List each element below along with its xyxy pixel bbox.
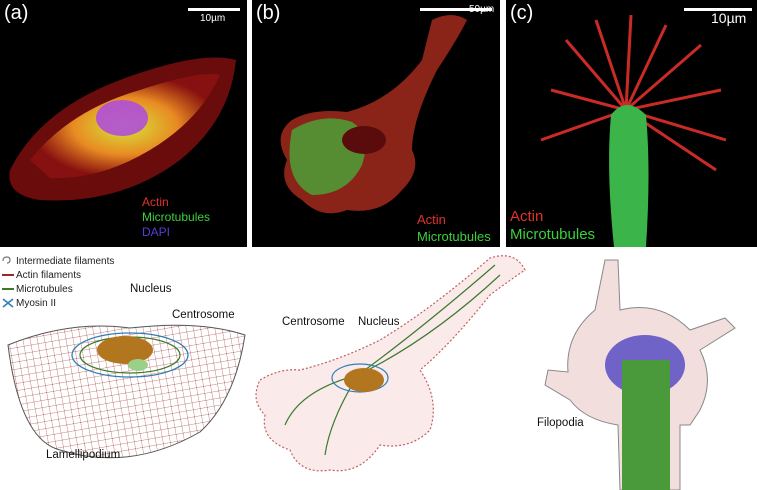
legend-item-myosin: Myosin II — [0, 296, 114, 310]
label-lamellipodium: Lamellipodium — [46, 449, 121, 461]
diagram-b — [255, 255, 526, 472]
panel-c-label-actin: Actin — [510, 208, 544, 225]
panel-c-letter: (c) — [510, 2, 534, 24]
panel-c-scale-text: 10µm — [711, 10, 747, 26]
panel-c-cell-image — [540, 14, 727, 247]
legend-label: Microtubules — [16, 283, 73, 295]
label-nucleus-a: Nucleus — [130, 283, 172, 295]
legend-label: Actin filaments — [16, 269, 82, 281]
label-nucleus-b: Nucleus — [358, 316, 400, 328]
actin-filament-swatch — [2, 274, 14, 276]
legend-label: Myosin II — [16, 297, 57, 309]
panel-a-cell-image — [9, 57, 236, 201]
diagram-c — [544, 259, 736, 490]
panel-c-label-microtubules: Microtubules — [510, 226, 596, 243]
label-centrosome-b: Centrosome — [282, 316, 345, 328]
panel-c-scale-bar — [684, 8, 752, 11]
intermediate-filament-icon — [2, 256, 11, 264]
label-centrosome-a: Centrosome — [172, 309, 235, 321]
panel-a-label-dapi: DAPI — [142, 225, 171, 239]
panel-b-letter: (b) — [256, 2, 281, 24]
panel-b-scale-text: 50µm — [469, 4, 495, 15]
panel-b-label-microtubules: Microtubules — [417, 229, 491, 244]
panel-b-scale-bar — [420, 8, 492, 11]
legend-item-intermediate-filaments: Intermediate filaments — [0, 254, 114, 268]
panel-a-scale-text: 10µm — [200, 13, 226, 24]
panel-a-label-microtubules: Microtubules — [142, 210, 211, 224]
panel-b-cell-image — [280, 15, 467, 214]
panel-a-label-actin: Actin — [142, 195, 169, 209]
micrograph-panel-c: (c) 10µm Actin Microtubules — [506, 0, 757, 247]
micrograph-panel-b: (b) 50µm Actin Microtubules — [252, 0, 500, 247]
micrograph-panel-a: (a) 10µm Actin Microtubules DAPI — [0, 0, 247, 247]
label-filopodia: Filopodia — [537, 417, 584, 429]
panel-a-letter: (a) — [4, 2, 29, 24]
panel-a-scale-bar — [188, 8, 240, 11]
microtubule-swatch — [2, 288, 14, 290]
legend: Intermediate filaments Actin filaments M… — [0, 254, 114, 310]
panel-b-label-actin: Actin — [417, 212, 446, 227]
legend-label: Intermediate filaments — [16, 255, 115, 267]
legend-item-microtubules: Microtubules — [0, 282, 114, 296]
legend-item-actin-filaments: Actin filaments — [0, 268, 114, 282]
myosin-icon — [2, 298, 14, 308]
cell-diagrams — [7, 255, 736, 490]
diagram-a — [7, 324, 246, 459]
